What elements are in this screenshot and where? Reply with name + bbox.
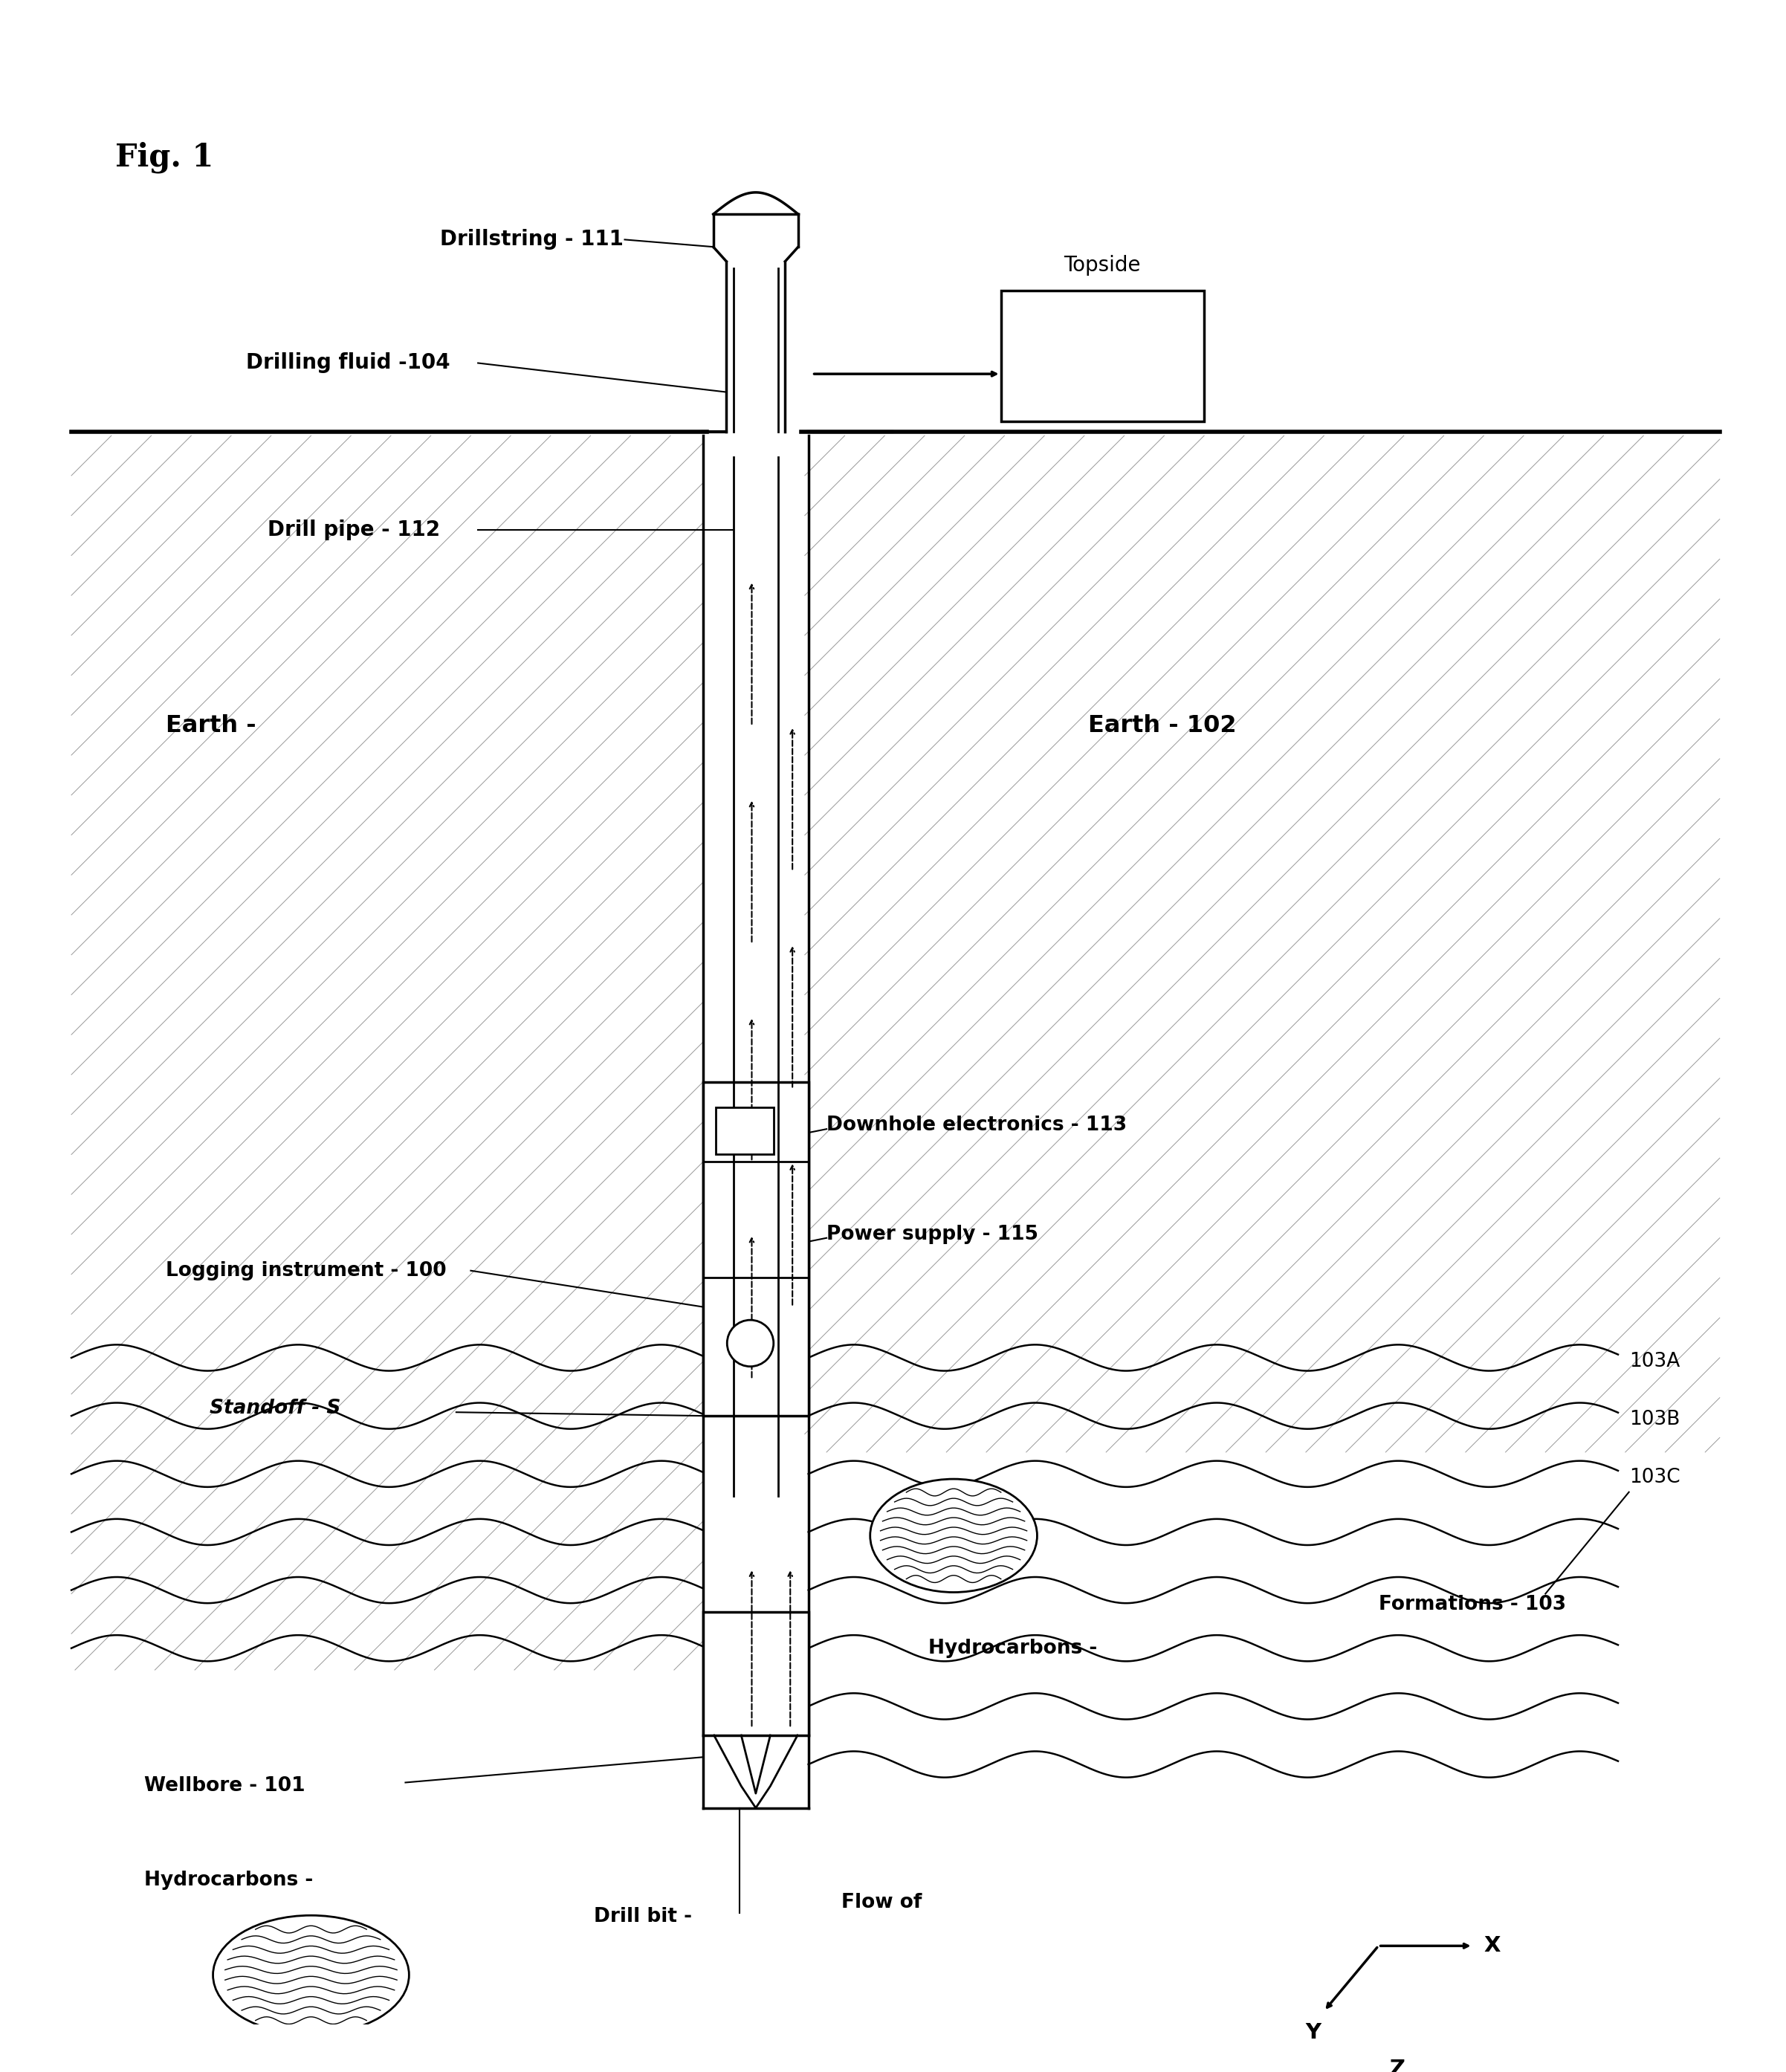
Bar xyxy=(727,213,786,433)
Text: Drillstring - 111: Drillstring - 111 xyxy=(439,230,623,251)
Bar xyxy=(716,1106,773,1154)
Text: Logging instrument - 100: Logging instrument - 100 xyxy=(166,1262,446,1280)
Text: Earth -: Earth - xyxy=(166,715,255,738)
Text: X: X xyxy=(1484,1935,1500,1956)
Text: Downhole electronics - 113: Downhole electronics - 113 xyxy=(827,1115,1127,1135)
Bar xyxy=(704,1082,809,1415)
Text: Drill pipe - 112: Drill pipe - 112 xyxy=(268,520,439,541)
Text: Power supply - 115: Power supply - 115 xyxy=(827,1225,1038,1243)
Text: Z: Z xyxy=(1390,2057,1406,2072)
Bar xyxy=(1000,290,1204,421)
Ellipse shape xyxy=(870,1479,1038,1591)
Bar xyxy=(734,458,779,1496)
Text: Hydrocarbons -: Hydrocarbons - xyxy=(929,1639,1097,1658)
Text: 103C: 103C xyxy=(1629,1467,1681,1488)
Text: Fig. 1: Fig. 1 xyxy=(114,141,213,174)
Text: Hydrocarbons -: Hydrocarbons - xyxy=(145,1871,313,1890)
Ellipse shape xyxy=(213,1915,409,2035)
Text: Y: Y xyxy=(1306,2022,1322,2043)
Text: Drill bit -: Drill bit - xyxy=(595,1906,693,1927)
Text: Topside: Topside xyxy=(1064,255,1141,276)
Text: Standoff - S: Standoff - S xyxy=(209,1399,341,1417)
Text: 103A: 103A xyxy=(1629,1351,1679,1372)
Text: Flow of: Flow of xyxy=(841,1892,922,1912)
Text: 103B: 103B xyxy=(1629,1409,1681,1430)
Bar xyxy=(713,213,798,261)
Text: Drilling fluid -104: Drilling fluid -104 xyxy=(246,352,450,373)
Text: Wellbore - 101: Wellbore - 101 xyxy=(145,1776,305,1796)
Circle shape xyxy=(727,1320,773,1365)
Text: Earth - 102: Earth - 102 xyxy=(1088,715,1236,738)
Text: Formations - 103: Formations - 103 xyxy=(1379,1595,1566,1614)
Bar xyxy=(704,1612,809,1736)
